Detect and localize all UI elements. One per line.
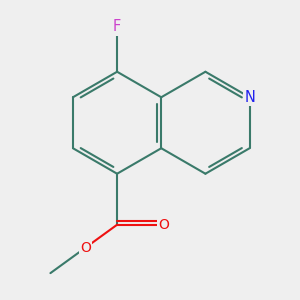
Text: O: O — [159, 218, 170, 232]
Text: F: F — [113, 20, 121, 34]
Text: N: N — [244, 90, 255, 105]
Text: O: O — [80, 241, 91, 255]
